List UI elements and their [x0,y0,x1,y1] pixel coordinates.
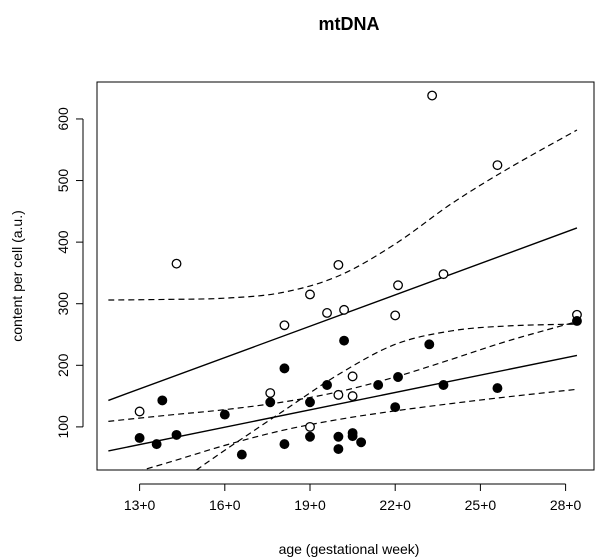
y-axis: 100 200 300 400 500 600 [55,107,84,439]
data-point-open [305,289,315,300]
data-point-filled [339,335,350,346]
data-point-filled [356,437,367,448]
y-tick-label: 200 [55,353,71,377]
data-point-open [322,308,332,318]
data-point-open [265,388,276,398]
data-point-filled [305,431,315,442]
data-point-open [347,371,358,382]
data-point-filled [279,363,290,374]
data-point-open [347,391,358,402]
x-tick-label: 22+0 [379,497,411,513]
data-point-open [492,160,503,171]
data-point-filled [572,316,582,326]
data-point-filled [390,402,401,413]
data-point-open [438,269,449,280]
y-axis-label: content per cell (a.u.) [9,210,25,342]
data-point-filled [424,339,435,350]
data-point-filled [438,380,449,390]
x-axis-label: age (gestational week) [279,541,420,557]
data-point-filled [305,397,315,408]
data-point-filled [492,383,503,394]
data-point-open [390,310,401,321]
y-tick-label: 600 [55,107,71,131]
data-point-filled [134,433,145,443]
data-point-filled [279,439,290,450]
data-point-filled [393,372,403,382]
data-point-filled [265,397,276,408]
x-tick-label: 28+0 [550,497,582,513]
data-point-filled [157,395,168,406]
x-axis: 13+0 16+0 19+0 22+0 25+0 28+0 [124,483,582,513]
data-points [134,90,582,460]
data-point-filled [322,380,332,390]
filled-ci-lower [140,388,578,470]
x-tick-label: 25+0 [465,497,497,513]
filled-fit-line [108,354,578,452]
x-tick-label: 19+0 [294,497,326,513]
data-point-open [171,258,182,269]
data-point-open [339,304,350,315]
data-point-open [305,421,315,432]
open-ci-lower [196,323,577,470]
data-point-filled [347,431,358,442]
data-point-open [427,90,438,101]
data-point-filled [333,431,344,442]
data-point-open [279,320,290,331]
data-point-open [393,280,403,291]
data-point-filled [373,380,384,390]
data-point-filled [171,429,182,440]
x-tick-label: 13+0 [124,497,156,513]
fit-curves [108,129,578,470]
y-tick-label: 500 [55,169,71,193]
data-point-filled [236,449,247,460]
y-tick-label: 100 [55,415,71,439]
data-point-filled [219,409,230,420]
data-point-open [333,389,344,400]
chart-title: mtDNA [319,14,380,34]
plot-frame [96,81,595,471]
open-ci-upper [108,129,578,301]
data-point-filled [333,444,344,455]
data-point-open [134,406,145,417]
y-tick-label: 400 [55,230,71,254]
y-tick-label: 300 [55,292,71,316]
data-point-filled [151,439,162,450]
x-tick-label: 16+0 [209,497,241,513]
data-point-open [333,259,344,270]
